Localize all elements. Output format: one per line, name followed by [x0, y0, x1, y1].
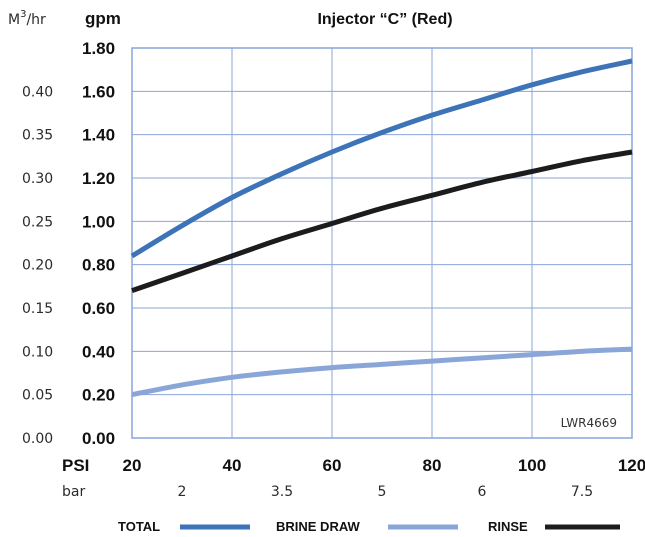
m3-tick-label: 0.05	[22, 388, 53, 404]
left-unit-label: M3/hr	[8, 9, 46, 28]
series-lines	[130, 58, 633, 398]
bar-tick-label: 3.5	[271, 484, 293, 500]
plot-frame	[131, 47, 633, 439]
bar-tick-labels: 2 3.5 5 6 7.5	[178, 484, 594, 500]
y-tick-label: 0.80	[82, 256, 115, 275]
m3-tick-label: 0.30	[22, 171, 53, 187]
series-line-rinse	[131, 149, 633, 294]
bar-tick-label: 6	[478, 484, 487, 500]
m3-tick-label: 0.10	[22, 344, 53, 360]
legend-label-brine-draw: BRINE DRAW	[276, 519, 361, 534]
y-tick-label: 1.80	[82, 39, 115, 58]
chart-title: Injector “C” (Red)	[317, 11, 452, 28]
y-tick-label: 1.40	[82, 126, 115, 145]
y-tick-label: 1.00	[82, 212, 115, 231]
series-line-brine-draw	[131, 346, 633, 398]
bar-tick-label: 2	[178, 484, 187, 500]
chart-code: LWR4669	[561, 416, 617, 430]
series-line-total	[130, 58, 633, 259]
x-axis-label-bar: bar	[62, 484, 85, 500]
legend-label-total: TOTAL	[118, 519, 160, 534]
x-tick-labels: 20 40 60 80 100 120	[123, 456, 645, 475]
m3-tick-label: 0.35	[22, 128, 53, 144]
x-tick-label: 100	[518, 456, 546, 475]
legend: TOTAL BRINE DRAW RINSE	[118, 519, 620, 534]
bar-tick-label: 7.5	[571, 484, 593, 500]
y-tick-label: 1.20	[82, 169, 115, 188]
x-tick-label: 20	[123, 456, 142, 475]
y-tick-label: 0.00	[82, 429, 115, 448]
y-axis-label: gpm	[85, 9, 121, 28]
m3-tick-label: 0.20	[22, 258, 53, 274]
m3-tick-labels: 0.00 0.05 0.10 0.15 0.20 0.25 0.30 0.35 0.40	[22, 84, 53, 447]
x-tick-label: 80	[423, 456, 442, 475]
bar-tick-label: 5	[378, 484, 387, 500]
legend-label-rinse: RINSE	[488, 519, 528, 534]
m3-tick-label: 0.15	[22, 301, 53, 317]
x-tick-label: 40	[223, 456, 242, 475]
m3-tick-label: 0.40	[22, 84, 53, 100]
y-tick-labels: 0.00 0.20 0.40 0.60 0.80 1.00 1.20 1.40 1.60 1.80	[82, 39, 115, 448]
m3-tick-label: 0.00	[22, 431, 53, 447]
y-tick-label: 0.40	[82, 342, 115, 361]
x-tick-label: 60	[323, 456, 342, 475]
y-tick-label: 0.60	[82, 299, 115, 318]
x-tick-label: 120	[618, 456, 645, 475]
m3-tick-label: 0.25	[22, 214, 53, 230]
x-axis-label-psi: PSI	[62, 456, 89, 475]
y-tick-label: 1.60	[82, 82, 115, 101]
y-tick-label: 0.20	[82, 386, 115, 405]
